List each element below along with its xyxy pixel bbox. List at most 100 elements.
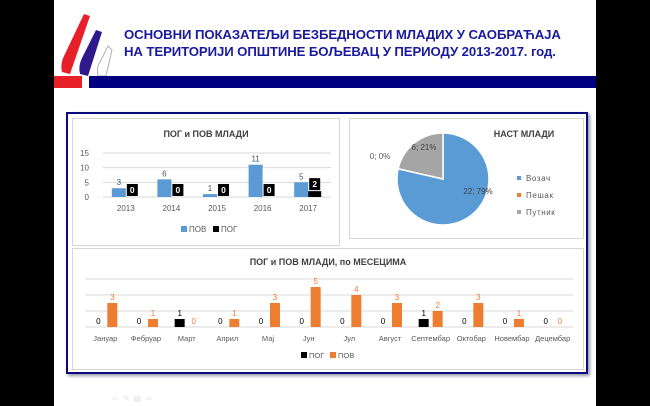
bar-pov [111,188,126,197]
data-label-box [126,184,138,196]
data-label-pog: 0 [137,317,142,326]
data-label-pog: 2 [312,179,317,189]
data-label-pog: 0 [130,185,135,195]
title-line-1: ОСНОВНИ ПОКАЗАТЕЉИ БЕЗБЕДНОСТИ МЛАДИХ У … [124,27,561,42]
data-label-box [263,184,275,196]
x-tick-label: Фебруар [131,334,161,343]
data-label-pov: 3 [395,293,400,302]
header-accent-red [54,76,82,88]
data-label-pov: 3 [110,293,115,302]
bar-pov [248,164,263,197]
legend-label: Пешак [526,191,554,200]
pen-icon[interactable]: ✎ [122,394,134,403]
data-label-pov: 1 [517,309,522,318]
data-label-pov: 5 [299,172,304,181]
legend-swatch [517,193,521,197]
data-label-pov: 4 [354,285,359,294]
pie-slice [397,132,444,180]
legend-label-pov: ПОВ [189,225,206,234]
logo [61,14,113,77]
data-label-pog: 0 [381,317,386,326]
logo-blue-stroke [79,30,102,76]
bar-pov [514,319,524,327]
bar-pov [310,287,321,327]
data-label-pov: 1 [232,309,237,318]
x-tick-label: 2016 [254,204,272,213]
bar-pov [294,182,309,197]
bar-pog [308,191,322,197]
bar-pov [107,303,118,327]
x-tick-label: 2014 [163,204,181,213]
bar-pov [157,179,172,197]
pie-data-label: 0; 0% [370,152,390,161]
x-tick-label: Јануар [93,334,117,343]
data-label-pog: 0 [462,317,467,326]
logo-outline-stroke [96,45,113,77]
y-tick-label: 15 [80,149,89,158]
x-tick-label: Јул [343,334,355,343]
header-accent-blue [89,76,596,88]
legend-label-pov: ПОВ [338,351,354,360]
bar-pov [392,303,402,327]
y-tick-label: 0 [85,193,90,202]
arrow-left-icon[interactable]: ⇦ [112,394,123,403]
legend-swatch-pov [330,352,336,358]
data-label-box [218,184,229,196]
data-label-box [309,178,321,191]
legend-swatch [517,210,521,214]
data-label-pog: 0 [221,185,226,195]
data-label-pog: 0 [259,317,264,326]
legend-swatch-pog [301,352,307,358]
data-label-box [172,184,184,196]
data-label-pog: 0 [96,317,101,326]
bar-pov [203,194,217,197]
legend-swatch-pog [213,226,219,232]
slides-icon[interactable]: ▤ [133,394,145,403]
bar-pog [174,319,185,327]
legend-swatch-pov [181,226,187,232]
pie-chart-panel: НАСТ МЛАДИ 22; 79% 0; 0% 6; 21% Возач Пешак Пу… [349,118,584,239]
data-label-pog: 1 [177,309,182,318]
legend-label: Возач [526,174,551,183]
data-label-pog: 0 [267,185,272,195]
chart-title: ПОГ и ПОВ МЛАДИ [163,129,248,139]
slide: ОСНОВНИ ПОКАЗАТЕЉИ БЕЗБЕДНОСТИ МЛАДИХ У … [54,0,596,406]
data-label-pog: 0 [340,317,345,326]
bar-pog [418,319,429,327]
x-tick-label: Август [379,334,402,343]
data-label-pov: 6 [162,169,167,178]
x-tick-label: Март [178,334,197,343]
data-label-pov: 0 [191,317,196,326]
x-tick-label: Мај [262,334,275,343]
legend-label-pog: ПОГ [309,351,324,360]
slideshow-controls: ⇦✎▤⇨ [112,394,156,403]
bar-pov [148,319,158,327]
data-label-pov: 0 [557,317,562,326]
x-tick-label: 2015 [208,204,226,213]
bar-pov [432,311,443,327]
page-title: ОСНОВНИ ПОКАЗАТЕЉИ БЕЗБЕДНОСТИ МЛАДИХ У … [124,26,594,60]
y-tick-label: 5 [85,178,90,187]
x-tick-label: Октобар [457,334,486,343]
data-label-pog: 0 [176,185,181,195]
chart-title: ПОГ и ПОВ МЛАДИ, по МЕСЕЦИМА [250,257,407,267]
bar-pov [270,303,280,327]
data-label-pov: 3 [117,178,122,187]
data-label-pov: 11 [251,155,260,164]
data-label-pov: 1 [208,184,213,193]
x-tick-label: Новембар [494,334,529,343]
chart-title: НАСТ МЛАДИ [494,129,555,139]
data-label-pog: 0 [299,317,304,326]
bar-pov [351,295,362,327]
monthly-bar-chart: ПОГ и ПОВ МЛАДИ, по МЕСЕЦИМА03Јануар01Фе… [85,257,573,360]
data-label-pov: 3 [476,293,481,302]
legend-label-pog: ПОГ [221,225,238,234]
arrow-right-icon[interactable]: ⇨ [144,394,156,403]
data-label-pov: 2 [435,301,440,310]
pie-chart: НАСТ МЛАДИ 22; 79% 0; 0% 6; 21% Возач Пешак Пу… [370,129,555,226]
logo-red-stroke [61,14,90,74]
data-label-pog: 0 [218,317,223,326]
data-label-pog: 1 [421,309,426,318]
legend-label: Путник [526,208,555,217]
yearly-chart-panel: ПОГ и ПОВ МЛАДИ 0 5 10 15 3 0 2013 6 0 2014 1 0 2015 1… [72,118,340,246]
